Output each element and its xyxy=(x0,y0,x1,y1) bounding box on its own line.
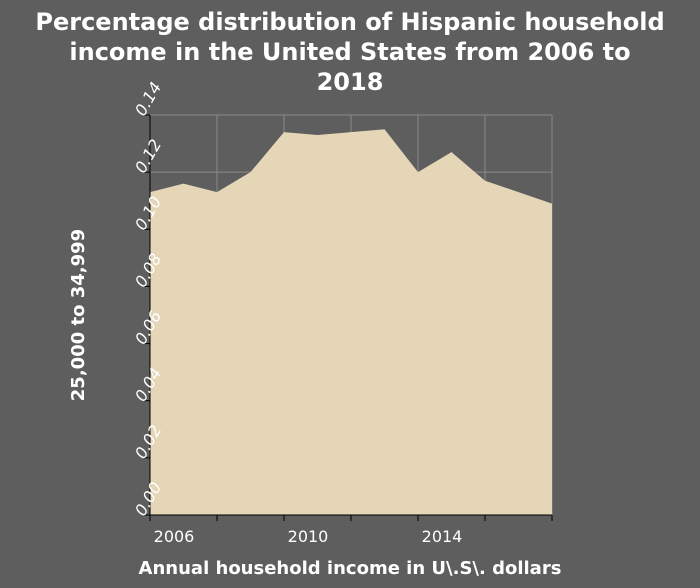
area-fill xyxy=(150,129,552,516)
x-tick-label: 2014 xyxy=(422,527,463,546)
y-tick-label: 0.12 xyxy=(131,136,165,176)
x-axis-title: Annual household income in U\.S\. dollar… xyxy=(139,558,562,579)
chart-title-line-2: income in the United States from 2006 to xyxy=(69,38,630,66)
chart-title-line-1: Percentage distribution of Hispanic hous… xyxy=(35,8,664,36)
axes xyxy=(144,114,553,521)
x-tick-label: 2010 xyxy=(288,527,329,546)
y-axis-title: 25,000 to 34,999 xyxy=(68,229,89,401)
y-tick-labels: 0.000.020.040.060.080.100.120.14 xyxy=(131,79,165,519)
chart-title-line-3: 2018 xyxy=(317,68,384,96)
x-tick-label: 2006 xyxy=(154,527,195,546)
x-tick-labels: 2006 2010 2014 xyxy=(154,527,463,546)
y-tick-label: 0.14 xyxy=(131,79,165,119)
chart-title: Percentage distribution of Hispanic hous… xyxy=(35,8,664,96)
area-series xyxy=(149,129,553,516)
